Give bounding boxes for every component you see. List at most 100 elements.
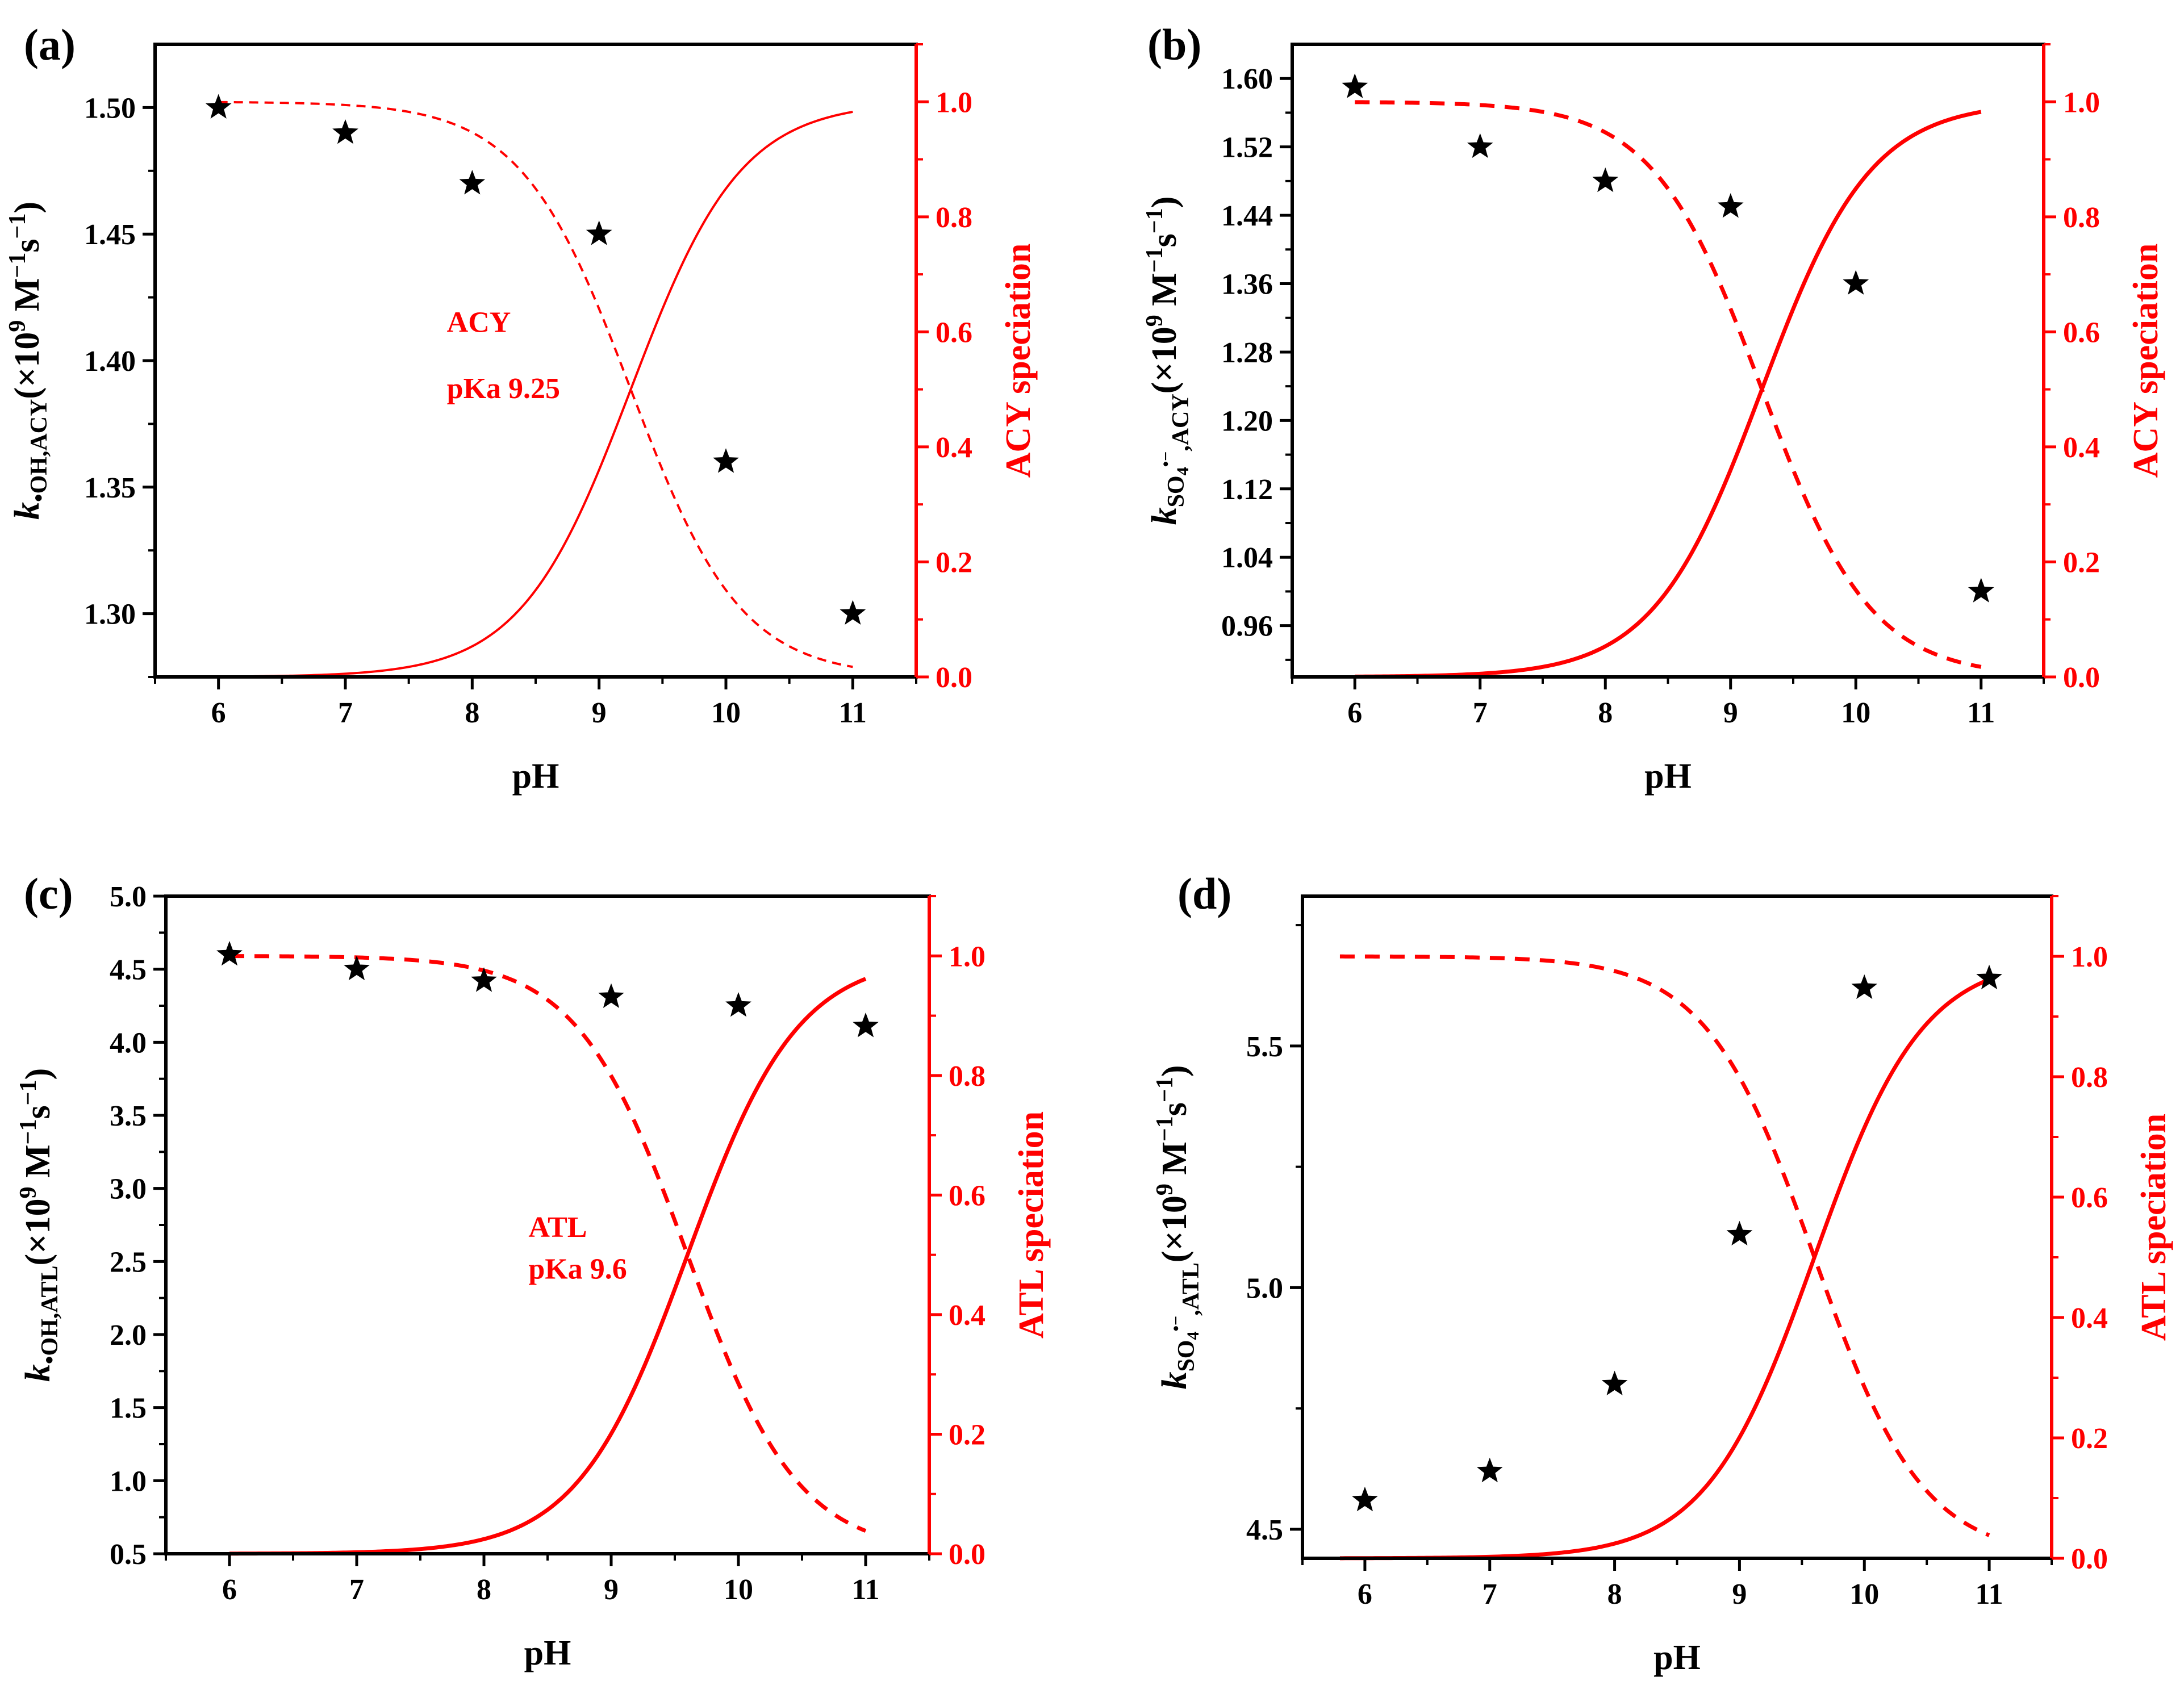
panel-b: 6 7 8 9 10 11 pH 0.96 1.04 1.12 1.20 1.28 1.36 1.44 1.…	[1142, 20, 2165, 796]
ionized-speciation-curve-a	[218, 111, 853, 678]
neutral-speciation-curve-a	[218, 101, 853, 668]
data-point-b-10	[1843, 270, 1869, 295]
y-left-tick-label-a: 1.40	[84, 345, 136, 378]
neutral-speciation-curve-c	[229, 954, 867, 1533]
y-right-tick-label-d: 0.4	[2071, 1302, 2108, 1335]
data-point-b-11	[1968, 578, 1994, 603]
neutral-speciation-curve-d	[1339, 954, 1990, 1537]
x-tick-label-c-10: 10	[724, 1574, 753, 1606]
y-right-tick-label-d: 0.2	[2071, 1423, 2108, 1455]
data-point-b-8	[1592, 167, 1619, 193]
data-point-a-10	[713, 448, 739, 473]
data-point-c-11	[853, 1013, 879, 1038]
y-right-tick-label-d: 0.8	[2071, 1061, 2108, 1094]
y-right-tick-label-b: 0.0	[2063, 662, 2100, 694]
x-tick-label-c-7: 7	[349, 1574, 364, 1606]
y-right-tick-label-a: 0.4	[936, 432, 972, 464]
y-left-axis-title-d: kSO4•−,ATL(×109 M−1s−1)	[1152, 1065, 1204, 1389]
y-right-tick-label-b: 0.6	[2063, 316, 2100, 349]
x-tick-label-a-9: 9	[592, 697, 607, 729]
x-tick-label-c-6: 6	[222, 1574, 237, 1606]
y-left-tick-label-b: 1.60	[1221, 63, 1273, 95]
data-point-b-6	[1342, 73, 1368, 98]
y-left-tick-label-b: 1.28	[1221, 337, 1273, 369]
y-left-tick-label-c: 3.5	[110, 1100, 147, 1132]
y-left-tick-label-c: 2.5	[110, 1246, 147, 1278]
panel-d: 6 7 8 9 10 11 pH 4.5 5.0 5.5 0.0 0.2 0.4 0.6 0.8 1.0 ATL…	[1152, 869, 2173, 1677]
panel-label-b: (b)	[1147, 20, 1201, 69]
data-point-c-9	[598, 983, 624, 1008]
y-left-tick-label-c: 1.0	[110, 1465, 147, 1498]
x-tick-label-a-10: 10	[711, 697, 741, 729]
y-right-tick-label-d: 0.6	[2071, 1182, 2108, 1214]
data-point-d-8	[1601, 1370, 1628, 1396]
y-left-tick-label-a: 1.45	[84, 219, 136, 251]
y-right-tick-label-a: 0.2	[936, 546, 972, 579]
y-left-tick-label-c: 2.0	[110, 1319, 147, 1352]
panel-label-c: (c)	[24, 869, 73, 918]
y-left-tick-label-b: 1.44	[1221, 200, 1273, 232]
panel-label-d: (d)	[1177, 869, 1231, 918]
y-right-tick-label-b: 0.2	[2063, 546, 2100, 579]
y-right-tick-label-c: 1.0	[949, 940, 985, 973]
data-point-d-11	[1976, 964, 2002, 990]
y-left-tick-label-a: 1.30	[84, 599, 136, 631]
y-right-tick-label-a: 0.0	[936, 662, 972, 694]
panel-a: 6 7 8 9 10 11 pH 1.30 1.35 1.40 1.45 1.50 0.0 0.2 0.4 0…	[5, 20, 1038, 796]
y-right-tick-label-a: 1.0	[936, 86, 972, 119]
x-tick-label-d-9: 9	[1732, 1578, 1747, 1611]
x-tick-label-c-9: 9	[604, 1574, 619, 1606]
y-left-tick-label-c: 4.0	[110, 1027, 147, 1059]
y-left-tick-label-c: 5.0	[110, 881, 147, 913]
y-right-tick-label-c: 0.2	[949, 1419, 985, 1451]
x-tick-label-b-10: 10	[1841, 697, 1870, 729]
y-left-tick-label-b: 0.96	[1221, 610, 1273, 643]
x-axis-title-d: pH	[1653, 1638, 1701, 1677]
data-point-c-10	[725, 992, 751, 1017]
x-tick-label-d-6: 6	[1358, 1578, 1372, 1611]
data-point-c-8	[471, 967, 497, 992]
y-right-tick-label-c: 0.4	[949, 1299, 985, 1332]
y-left-tick-label-d: 5.5	[1246, 1031, 1283, 1063]
annotation-pka-c: pKa 9.6	[528, 1253, 627, 1286]
y-right-tick-label-b: 0.4	[2063, 432, 2100, 464]
y-right-axis-title-c: ATL speciation	[1012, 1111, 1051, 1339]
y-left-tick-label-b: 1.52	[1221, 132, 1273, 164]
y-right-tick-label-a: 0.8	[936, 202, 972, 234]
annotation-pka-a: pKa 9.25	[447, 373, 560, 405]
x-axis-title-a: pH	[512, 757, 559, 796]
x-tick-label-b-9: 9	[1723, 697, 1738, 729]
ionized-speciation-curve-d	[1339, 977, 1990, 1561]
data-point-b-7	[1467, 133, 1493, 158]
y-left-tick-label-a: 1.35	[84, 472, 136, 504]
x-tick-label-d-7: 7	[1483, 1578, 1497, 1611]
neutral-speciation-curve-b	[1355, 100, 1982, 669]
y-left-tick-label-b: 1.36	[1221, 269, 1273, 301]
x-tick-label-a-8: 8	[465, 697, 479, 729]
y-right-tick-label-b: 0.8	[2063, 202, 2100, 234]
y-left-tick-label-d: 4.5	[1246, 1514, 1283, 1546]
data-point-a-7	[332, 119, 358, 144]
x-tick-label-d-8: 8	[1607, 1578, 1622, 1611]
y-left-tick-label-b: 1.04	[1221, 542, 1273, 574]
x-tick-label-b-6: 6	[1347, 697, 1362, 729]
y-left-axis-title-b: kSO4•−,ACY(×109 M−1s−1)	[1142, 196, 1194, 525]
data-point-a-8	[459, 170, 486, 195]
data-point-a-9	[586, 220, 612, 245]
y-right-tick-label-b: 1.0	[2063, 86, 2100, 119]
x-tick-label-a-6: 6	[211, 697, 226, 729]
data-point-d-10	[1851, 974, 1878, 999]
data-point-c-7	[344, 955, 370, 981]
data-point-d-6	[1352, 1486, 1378, 1512]
y-left-tick-label-a: 1.50	[84, 92, 136, 124]
y-right-tick-label-a: 0.6	[936, 316, 972, 349]
y-left-tick-label-c: 3.0	[110, 1173, 147, 1206]
x-tick-label-d-10: 10	[1849, 1578, 1879, 1611]
x-axis-title-b: pH	[1644, 757, 1692, 796]
y-right-axis-title-a: ACY speciation	[999, 244, 1038, 478]
x-tick-label-b-11: 11	[1967, 697, 1995, 729]
y-left-axis-title-a: k•OH,ACY(×109 M−1s−1)	[5, 202, 52, 520]
y-left-tick-label-c: 1.5	[110, 1392, 147, 1425]
y-left-tick-label-b: 1.20	[1221, 405, 1273, 437]
